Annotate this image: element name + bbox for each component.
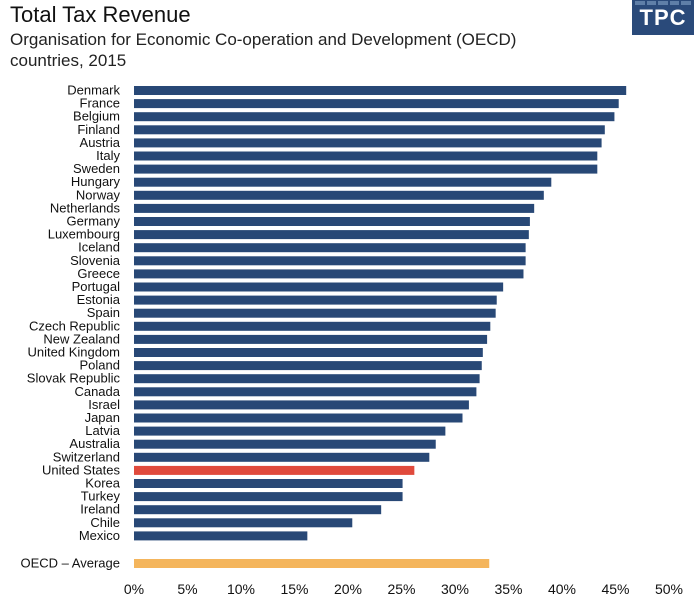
category-label: Belgium <box>73 109 120 124</box>
bar-chile <box>134 518 353 528</box>
average-label: OECD – Average <box>21 556 120 571</box>
category-label: Finland <box>77 122 120 137</box>
x-tick-label: 10% <box>227 581 255 597</box>
bar-greece <box>134 269 524 279</box>
category-label: Switzerland <box>53 449 120 464</box>
bar-portugal <box>134 282 504 292</box>
category-label: United Kingdom <box>28 345 121 360</box>
bar-slovenia <box>134 256 526 266</box>
category-label: Portugal <box>72 279 121 294</box>
category-label: Norway <box>76 187 121 202</box>
category-label: Netherlands <box>50 200 121 215</box>
bar-japan <box>134 413 463 423</box>
x-tick-label: 50% <box>655 581 683 597</box>
bar-france <box>134 99 619 109</box>
chart-title: Total Tax Revenue <box>10 2 191 27</box>
bar-ireland <box>134 505 382 515</box>
category-label: Sweden <box>73 161 120 176</box>
category-label: Italy <box>96 148 120 163</box>
bar-slovak-republic <box>134 374 480 384</box>
category-label: Mexico <box>79 528 120 543</box>
bar-denmark <box>134 86 627 95</box>
bar-korea <box>134 479 403 488</box>
bar-switzerland <box>134 452 430 462</box>
bar-sweden <box>134 164 598 174</box>
x-tick-label: 25% <box>387 581 415 597</box>
category-label: Chile <box>90 515 120 530</box>
x-tick-label: 5% <box>177 581 197 597</box>
category-label: Hungary <box>71 174 121 189</box>
category-label: Canada <box>74 384 120 399</box>
x-tick-label: 20% <box>334 581 362 597</box>
category-label: Germany <box>67 214 121 229</box>
x-tick-label: 15% <box>280 581 308 597</box>
x-tick-label: 0% <box>124 581 144 597</box>
bar-turkey <box>134 492 403 502</box>
bar-new-zealand <box>134 334 488 344</box>
category-label: Estonia <box>77 292 121 307</box>
bar-czech-republic <box>134 321 491 331</box>
logo-building-icon <box>635 1 691 5</box>
category-label: Turkey <box>81 489 121 504</box>
category-label: Austria <box>80 135 121 150</box>
logo-text: TPC <box>639 5 687 30</box>
category-label: Israel <box>88 397 120 412</box>
bar-italy <box>134 151 598 161</box>
category-label: Slovenia <box>70 253 121 268</box>
category-label: Ireland <box>80 502 120 517</box>
category-label: Slovak Republic <box>27 371 121 386</box>
category-label: Greece <box>77 266 120 281</box>
category-label: Iceland <box>78 240 120 255</box>
bar-canada <box>134 387 477 397</box>
category-label: Czech Republic <box>29 318 121 333</box>
bar-oecd-average <box>134 559 490 568</box>
category-label: Korea <box>85 476 120 491</box>
subtitle-line-1: Organisation for Economic Co-operation a… <box>10 30 517 49</box>
category-label: France <box>80 96 120 111</box>
category-label: Spain <box>87 305 120 320</box>
tpc-logo: TPC <box>632 0 694 35</box>
bar-hungary <box>134 177 552 187</box>
bar-mexico <box>134 531 308 541</box>
category-label: Denmark <box>67 83 120 98</box>
category-label: Japan <box>85 410 120 425</box>
x-tick-label: 30% <box>441 581 469 597</box>
chart-subtitle: Organisation for Economic Co-operation a… <box>10 29 610 71</box>
category-label: New Zealand <box>43 331 120 346</box>
bar-estonia <box>134 295 497 305</box>
bar-norway <box>134 190 544 200</box>
category-label: Australia <box>69 436 120 451</box>
bar-austria <box>134 138 602 148</box>
bar-finland <box>134 125 605 135</box>
category-label: Poland <box>80 358 120 373</box>
subtitle-line-2: countries, 2015 <box>10 51 127 70</box>
x-tick-label: 35% <box>494 581 522 597</box>
bar-united-kingdom <box>134 348 483 357</box>
bar-spain <box>134 308 496 318</box>
category-label: United States <box>42 462 121 477</box>
x-tick-label: 40% <box>548 581 576 597</box>
bar-germany <box>134 217 530 226</box>
bar-australia <box>134 439 436 449</box>
bar-latvia <box>134 426 446 436</box>
bar-belgium <box>134 112 615 122</box>
category-label: Luxembourg <box>48 227 120 242</box>
bar-netherlands <box>134 203 535 213</box>
category-label: Latvia <box>85 423 120 438</box>
bar-poland <box>134 361 482 371</box>
x-tick-label: 45% <box>601 581 629 597</box>
bar-luxembourg <box>134 230 529 240</box>
bar-israel <box>134 400 469 410</box>
bar-iceland <box>134 243 526 253</box>
bar-united-states <box>134 465 415 475</box>
